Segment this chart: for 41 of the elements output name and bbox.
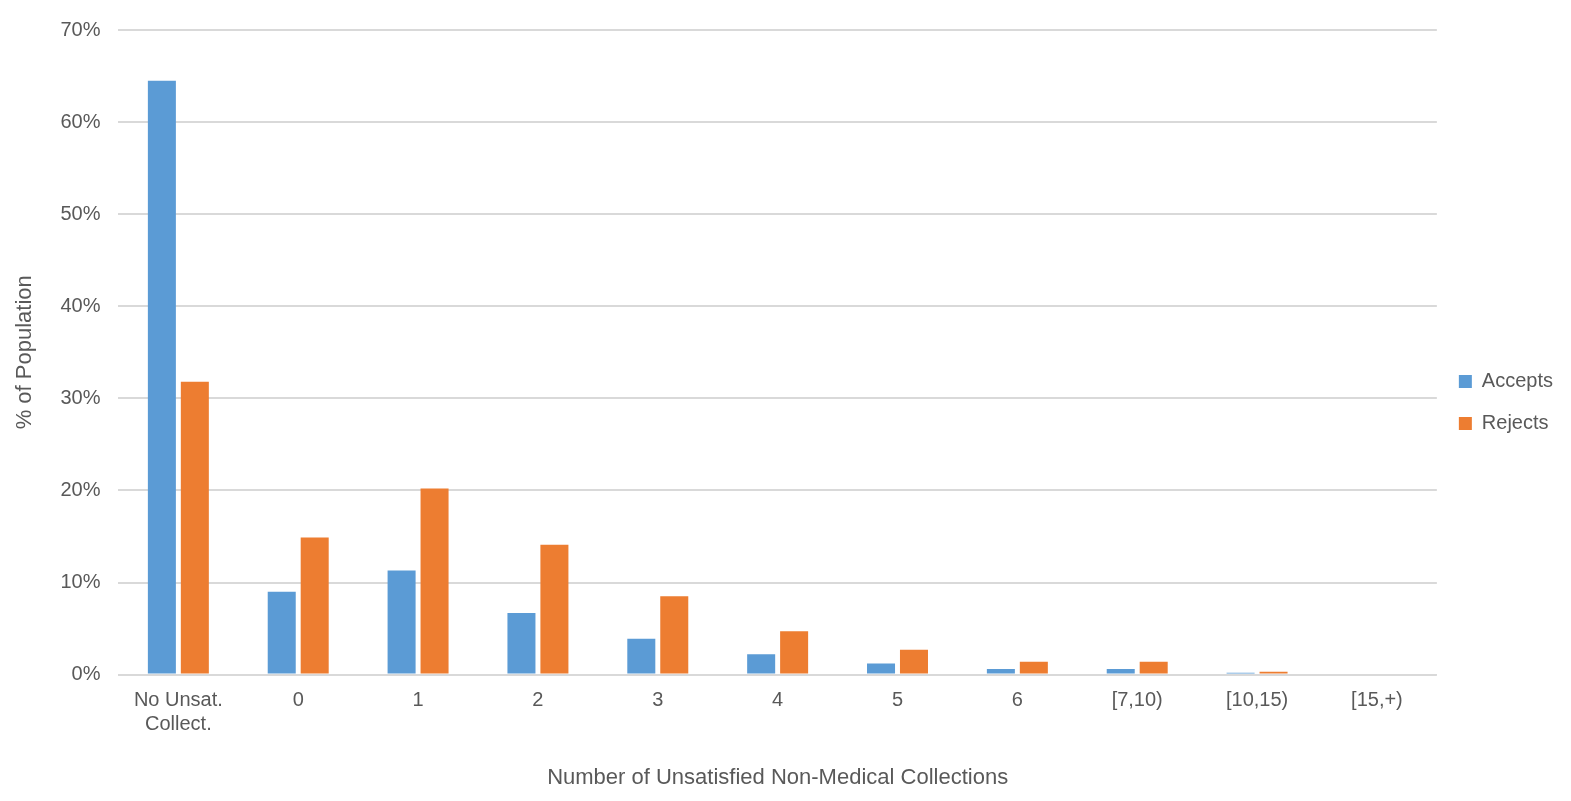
- bar: [180, 381, 209, 674]
- x-tick-label: 1: [412, 688, 424, 711]
- y-tick-label: 30%: [60, 385, 101, 408]
- y-tick-label: 70%: [60, 17, 101, 40]
- y-tick-label: 20%: [60, 477, 101, 500]
- x-tick-label: 0: [292, 688, 304, 711]
- x-axis-title: Number of Unsatisfied Non-Medical Collections: [547, 763, 1009, 789]
- bar: [387, 570, 416, 674]
- bar: [660, 596, 689, 674]
- y-tick-label: 40%: [60, 293, 101, 316]
- bar: [747, 654, 776, 674]
- bar: [867, 663, 896, 674]
- y-tick-label: 60%: [60, 109, 101, 132]
- y-tick-label: 10%: [60, 570, 101, 593]
- bar: [627, 638, 656, 674]
- x-tick-label: 6: [1011, 688, 1023, 711]
- bar: [1019, 661, 1048, 674]
- x-tick-label: 2: [532, 688, 544, 711]
- legend-label: Accepts: [1481, 369, 1554, 392]
- x-tick-label: No Unsat. Collect.: [133, 688, 223, 735]
- x-tick-label: 3: [652, 688, 664, 711]
- y-tick-label: 50%: [60, 201, 101, 224]
- x-tick-label: [10,15): [1225, 688, 1289, 711]
- y-axis-title: % of Population: [11, 275, 37, 430]
- bar: [540, 544, 569, 674]
- bar: [420, 488, 449, 674]
- bar: [1139, 661, 1168, 674]
- bar: [147, 80, 176, 674]
- bar: [267, 591, 296, 674]
- y-tick-label: 0%: [71, 662, 101, 685]
- bar: [507, 612, 536, 674]
- bar: [1106, 669, 1135, 674]
- x-tick-label: [15,+): [1351, 688, 1403, 711]
- x-tick-label: 4: [772, 688, 784, 711]
- bar: [986, 669, 1015, 674]
- x-tick-label: [7,10): [1111, 688, 1163, 711]
- x-tick-label: 5: [891, 688, 904, 711]
- legend-label: Rejects: [1481, 411, 1549, 434]
- bar: [300, 537, 329, 674]
- bar: [899, 649, 928, 674]
- bar: [780, 631, 809, 674]
